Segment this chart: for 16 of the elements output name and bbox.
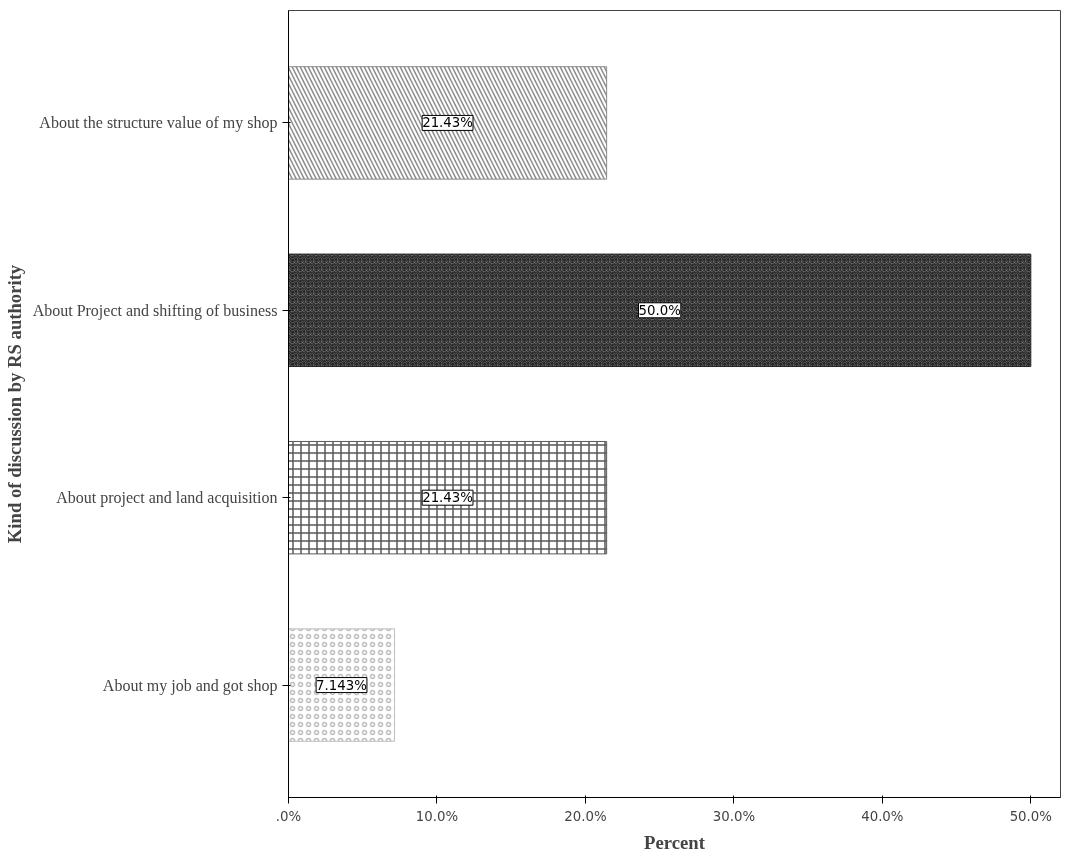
y-tick-label: About my job and got shop	[102, 676, 278, 695]
x-tick-label: .0%	[275, 808, 302, 824]
x-tick-label: 50.0%	[1009, 808, 1052, 824]
x-tick-label: 40.0%	[861, 808, 904, 824]
y-tick-label: About the structure value of my shop	[39, 114, 278, 133]
data-label: 50.0%	[638, 302, 681, 318]
y-tick-label: About Project and shifting of business	[32, 301, 278, 320]
x-tick-label: 10.0%	[415, 808, 459, 824]
data-label: 7.143%	[316, 677, 367, 693]
data-label: 21.43%	[422, 490, 473, 506]
x-tick-label: 20.0%	[564, 808, 607, 824]
x-tick-label: 30.0%	[712, 808, 756, 824]
x-axis-title: Percent	[644, 831, 706, 853]
y-tick-label: About project and land acquisition	[56, 489, 278, 508]
data-label: 21.43%	[422, 115, 473, 131]
y-axis-title: Kind of discussion by RS authority	[3, 264, 25, 544]
